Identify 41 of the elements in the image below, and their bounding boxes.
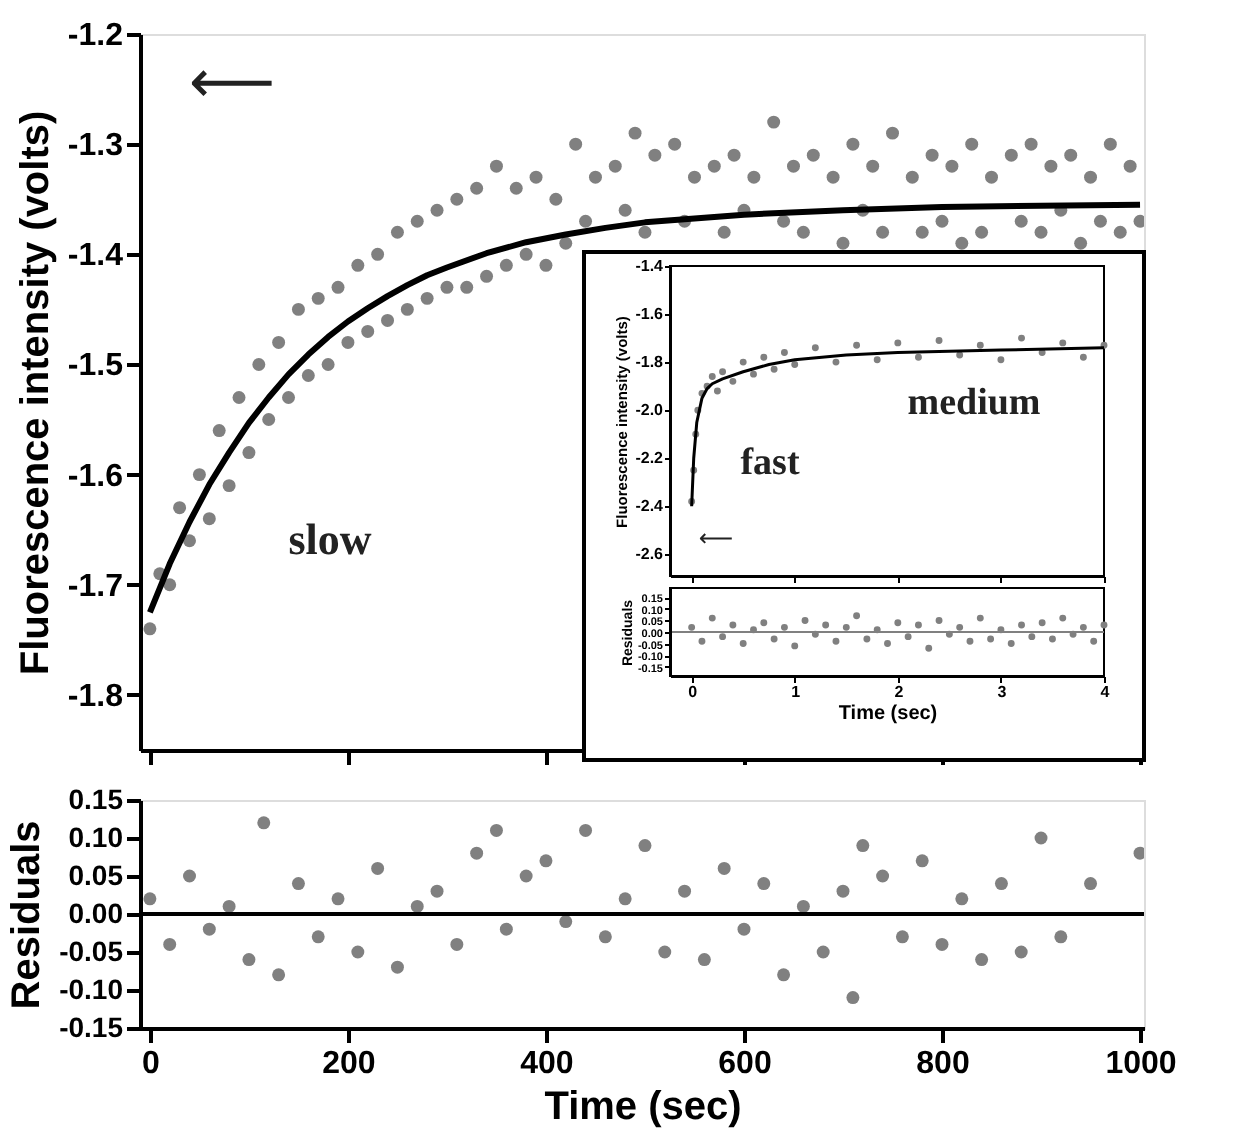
y-tick-label: -1.6 [635, 305, 665, 324]
y-tick-label: -1.4 [635, 257, 665, 275]
x-axis-title: Time (sec) [544, 1085, 742, 1129]
y-tick-label: -2.4 [635, 497, 665, 516]
y-tick-label: -1.8 [635, 353, 665, 372]
x-tick-label: 1 [791, 683, 802, 701]
y-axis-title: Fluorescence intensity (volts) [13, 110, 58, 676]
x-tick-label: 4 [1100, 683, 1111, 701]
y-tick-label: -1.2 [67, 19, 124, 53]
annotation: fast [740, 442, 801, 484]
y-tick-label: -0.15 [59, 1011, 124, 1043]
x-tick-label: 0 [142, 1047, 160, 1081]
x-tick-label: 200 [322, 1047, 376, 1081]
annotation: slow [288, 514, 372, 564]
y-tick-label: 0.00 [68, 897, 124, 929]
x-axis-title: Time (sec) [838, 703, 938, 725]
x-tick-label: 1000 [1105, 1047, 1177, 1081]
x-tick-label: 3 [997, 683, 1008, 701]
y-tick-label: 0.10 [68, 821, 124, 853]
y-tick-label: -1.5 [67, 349, 124, 384]
y-tick-label: 0.15 [68, 783, 124, 815]
y-axis-title: Residuals [5, 820, 50, 1010]
y-tick-label: -1.6 [67, 459, 124, 494]
y-tick-label: -2.2 [635, 449, 665, 468]
y-tick-label: -2.6 [635, 545, 665, 564]
y-tick-label: -1.4 [67, 239, 124, 274]
x-tick-label: 0 [688, 683, 699, 701]
annotation: ⟵ [698, 524, 734, 552]
y-tick-label: -1.8 [67, 679, 124, 714]
y-tick-label: -2.0 [635, 401, 665, 420]
y-tick-label: -0.10 [59, 973, 124, 1005]
x-tick-label: 600 [718, 1047, 772, 1081]
y-tick-label: -0.05 [59, 935, 124, 967]
y-tick-label: -1.7 [67, 569, 124, 604]
y-tick-label: 0.05 [68, 859, 124, 891]
annotation: ⟵ [188, 48, 276, 118]
x-tick-label: 2 [894, 683, 905, 701]
x-tick-label: 400 [520, 1047, 574, 1081]
annotation: medium [907, 382, 1041, 424]
x-tick-label: 800 [916, 1047, 970, 1081]
y-tick-label: -1.3 [67, 129, 124, 164]
